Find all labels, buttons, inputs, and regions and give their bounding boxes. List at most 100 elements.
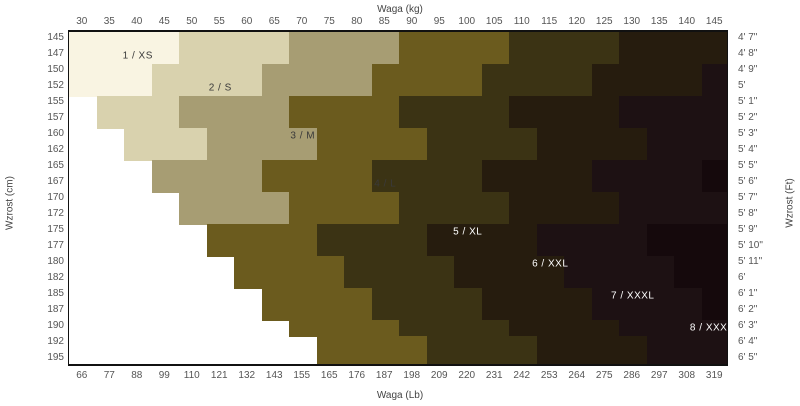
top-tick: 60: [241, 16, 253, 27]
band-cell-6: [481, 160, 593, 177]
right-tick: 5' 4": [738, 144, 758, 155]
band-cell-2: [96, 96, 180, 113]
band-cell-2: [151, 80, 263, 97]
band-cell-3: [179, 96, 290, 113]
bottom-tick: 242: [513, 370, 531, 381]
band-cell-6: [591, 64, 703, 81]
top-tick: 75: [323, 16, 335, 27]
band-cell-7: [591, 176, 703, 193]
band-cell-4: [371, 64, 483, 81]
band-cell-4: [206, 224, 318, 241]
band-label-6: 6 / XXL: [532, 258, 569, 270]
band-cell-7: [646, 336, 727, 353]
band-cell-4: [289, 208, 400, 225]
top-axis-title: Waga (kg): [377, 4, 423, 15]
top-tick: 55: [213, 16, 225, 27]
band-cell-6: [454, 272, 565, 289]
bottom-tick: 220: [458, 370, 476, 381]
band-cell-6: [481, 304, 593, 321]
band-label-3: 3 / M: [290, 130, 316, 142]
band-cell-5: [399, 208, 510, 225]
band-cell-6: [481, 288, 593, 305]
band-cell-6: [426, 224, 538, 241]
bottom-tick: 88: [131, 370, 143, 381]
top-tick: 70: [296, 16, 308, 27]
band-cell-5: [481, 64, 593, 81]
bottom-tick: 77: [103, 370, 115, 381]
left-tick: 182: [47, 272, 64, 283]
band-cell-6: [591, 80, 703, 97]
plot-area: 1 / XS 2 / S 3 / M 4 / L 5 / XL 6 / XXL 7 / XX…: [68, 30, 728, 366]
left-tick: 160: [47, 128, 64, 139]
bottom-tick: 155: [293, 370, 311, 381]
band-cell-5: [426, 128, 538, 145]
band-cell-1: [69, 80, 153, 97]
left-tick: 147: [47, 48, 64, 59]
left-tick: 165: [47, 160, 64, 171]
band-cell-4: [289, 320, 400, 337]
band-cell-4: [316, 352, 428, 364]
band-cell-2: [179, 48, 290, 65]
right-tick: 6' 3": [738, 320, 758, 331]
band-cell-3: [179, 192, 290, 209]
band-cell-4: [316, 336, 428, 353]
top-tick: 105: [485, 16, 503, 27]
band-cell-5: [371, 304, 483, 321]
band-label-2: 2 / S: [208, 82, 232, 94]
bottom-tick: 187: [375, 370, 393, 381]
top-tick: 40: [131, 16, 143, 27]
top-tick: 115: [541, 16, 558, 27]
right-tick: 6' 1": [738, 288, 758, 299]
right-tick: 5' 3": [738, 128, 758, 139]
band-cell-3: [261, 80, 373, 97]
left-tick: 185: [47, 288, 64, 299]
band-cell-2: [151, 64, 263, 81]
left-tick: 175: [47, 224, 64, 235]
band-cell-7: [564, 256, 675, 273]
band-cell-2: [124, 128, 208, 145]
band-cell-3: [151, 176, 263, 193]
band-cell-5: [426, 352, 538, 364]
bottom-tick: 319: [705, 370, 723, 381]
band-cell-2: [124, 144, 208, 161]
band-label-5: 5 / XL: [453, 226, 483, 238]
band-cell-4: [399, 48, 510, 65]
bottom-tick: 297: [650, 370, 668, 381]
left-tick: 190: [47, 320, 64, 331]
left-tick: 187: [47, 304, 64, 315]
band-label-4: 4 / L: [374, 178, 397, 190]
left-tick: 155: [47, 96, 64, 107]
band-cell-3: [206, 144, 318, 161]
band-cell-3: [179, 208, 290, 225]
top-tick: 85: [378, 16, 390, 27]
band-cell-6: [454, 256, 565, 273]
band-cell-5: [426, 336, 538, 353]
band-cell-6: [509, 112, 620, 129]
right-tick: 6': [738, 272, 746, 283]
band-cell-2: [179, 32, 290, 49]
left-tick: 177: [47, 240, 64, 251]
band-cell-4: [261, 176, 373, 193]
right-tick: 5' 6": [738, 176, 758, 187]
band-cell-7: [619, 192, 727, 209]
band-cell-7: [536, 240, 648, 257]
left-tick: 162: [47, 144, 64, 155]
right-tick: 4' 7": [738, 32, 758, 43]
band-cell-3: [206, 128, 318, 145]
left-tick: 145: [47, 32, 64, 43]
band-cell-6: [536, 336, 648, 353]
band-cell-7: [619, 208, 727, 225]
right-tick: 5': [738, 80, 746, 91]
top-tick: 110: [513, 16, 530, 27]
band-cell-3: [151, 160, 263, 177]
bottom-tick: 275: [595, 370, 613, 381]
band-cell-4: [289, 112, 400, 129]
left-tick: 172: [47, 208, 64, 219]
band-cell-2: [96, 112, 180, 129]
band-cell-6: [536, 352, 648, 364]
right-tick: 5' 1": [738, 96, 758, 107]
bottom-tick: 198: [403, 370, 421, 381]
band-cell-6: [481, 176, 593, 193]
left-tick: 180: [47, 256, 64, 267]
band-cell-4: [261, 160, 373, 177]
